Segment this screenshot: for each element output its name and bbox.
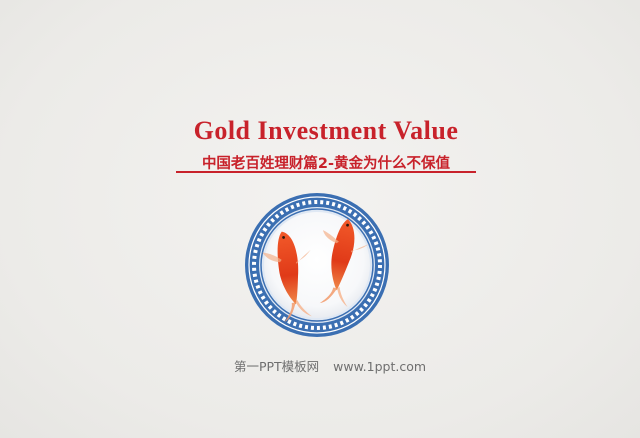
footer-brand: 第一PPT模板网: [233, 359, 320, 374]
footer-credit: 第一PPT模板网 www.1ppt.com: [0, 356, 640, 375]
title-underline: [176, 171, 476, 173]
footer-url[interactable]: www.1ppt.com: [333, 359, 427, 374]
slide-title: Gold Investment Value: [193, 116, 459, 145]
koi-fish-left: [262, 231, 312, 323]
slide-subtitle: 中国老百姓理财篇2-黄金为什么不保值: [201, 156, 451, 172]
koi-fish-right: [319, 219, 370, 307]
koi-plate-illustration: [245, 193, 389, 337]
